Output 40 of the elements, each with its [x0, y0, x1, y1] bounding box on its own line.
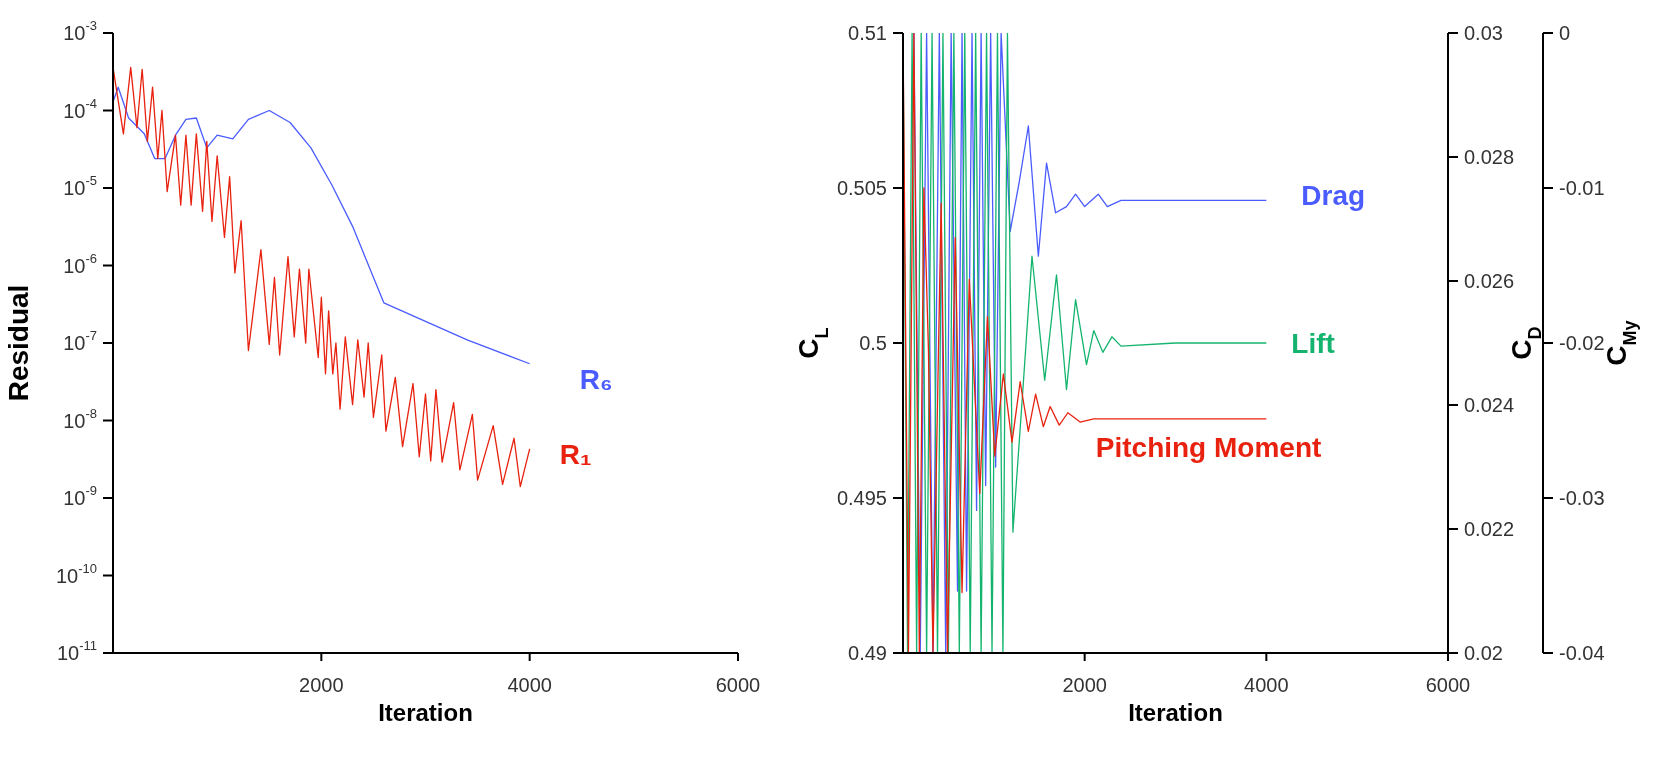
y-tick-label: 10$^{-11}$: [56, 638, 97, 664]
x-axis-title: Iteration: [1128, 699, 1223, 726]
series-label: Drag: [1301, 180, 1366, 212]
y-tick-label: 0.51: [848, 22, 887, 44]
y2-tick-label: 0.024: [1464, 394, 1515, 416]
series-label: R₁: [559, 438, 592, 470]
series-label: R₆: [579, 363, 613, 395]
y-tick-label: 0.49: [848, 642, 887, 664]
y-tick-label: 0.5: [859, 332, 887, 354]
x-tick-label: 6000: [715, 674, 761, 696]
y-tick-label: 10$^{-4}$: [63, 95, 97, 122]
x-tick-label: 2000: [299, 674, 344, 696]
y-tick-label: 10$^{-6}$: [63, 250, 97, 277]
y3-tick-label: -0.04: [1559, 642, 1605, 664]
y3-tick-label: -0.03: [1559, 487, 1605, 509]
y-tick-label: 0.505: [836, 177, 887, 199]
y2-tick-label: 0.022: [1464, 518, 1515, 540]
y2-tick-label: 0.028: [1464, 146, 1515, 168]
y3-tick-label: 0: [1559, 22, 1571, 44]
y-tick-label: 10$^{-3}$: [63, 18, 97, 44]
x-tick-label: 4000: [507, 674, 552, 696]
y-tick-label: 10$^{-9}$: [63, 483, 97, 509]
x-tick-label: 2000: [1062, 674, 1107, 696]
y3-tick-label: -0.01: [1559, 177, 1605, 199]
x-tick-label: 6000: [1425, 674, 1471, 696]
series-label: Lift: [1291, 328, 1335, 359]
x-tick-label: 4000: [1244, 674, 1289, 696]
line-series: [113, 66, 531, 488]
y-axis-title: Residual: [3, 284, 34, 402]
series-label: Pitching Moment: [1095, 431, 1322, 463]
x-axis-title: Iteration: [378, 699, 473, 726]
y2-tick-label: 0.03: [1464, 22, 1503, 44]
y-tick-label: 10$^{-7}$: [63, 328, 97, 354]
y-tick-label: 0.495: [836, 487, 887, 509]
line-series: [113, 86, 531, 365]
y-tick-label: 10$^{-10}$: [55, 560, 97, 587]
y-tick-label: 10$^{-5}$: [63, 173, 97, 199]
y2-tick-label: 0.026: [1464, 270, 1515, 292]
y2-tick-label: 0.02: [1464, 642, 1503, 664]
y-tick-label: 10$^{-8}$: [63, 405, 97, 432]
